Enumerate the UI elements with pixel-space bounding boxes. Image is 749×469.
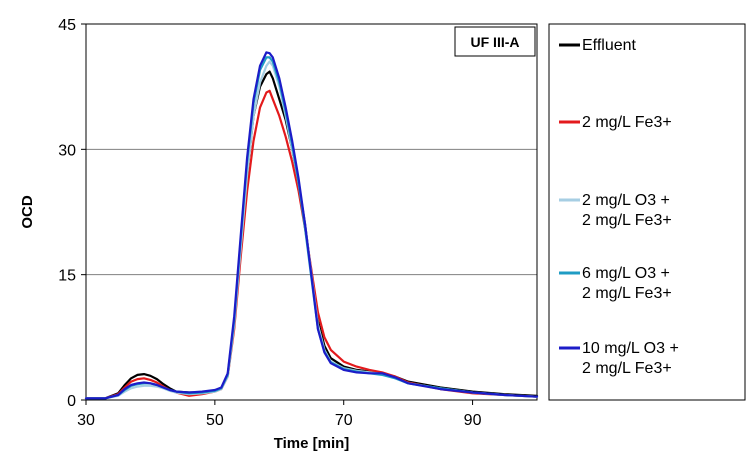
legend-label-5: 10 mg/L O3 +	[582, 340, 679, 357]
gridlines	[86, 148, 537, 276]
x-axis-title: Time [min]	[274, 435, 350, 452]
y-tick-label: 0	[67, 393, 76, 410]
series-line-1	[84, 70, 539, 400]
legend-label-2: 2 mg/L Fe3+	[582, 114, 672, 131]
legend-label-1: Effluent	[582, 37, 637, 54]
axis-ticks: 0 15 30 45 30 50 70 90	[58, 17, 481, 429]
panel-label: UF III-A	[471, 34, 520, 50]
legend-label-3: 2 mg/L Fe3+	[582, 212, 672, 229]
x-tick-label: 70	[335, 412, 353, 429]
legend-label-4: 6 mg/L O3 +	[582, 265, 670, 282]
series-line-4	[84, 56, 539, 400]
series-line-3	[84, 60, 539, 400]
legend-label-4: 2 mg/L Fe3+	[582, 285, 672, 302]
y-tick-label: 15	[58, 268, 76, 285]
series-line-2	[84, 89, 539, 400]
x-tick-label: 50	[206, 412, 224, 429]
legend-label-5: 2 mg/L Fe3+	[582, 360, 672, 377]
plot-area-frame	[85, 23, 538, 401]
series-lines	[84, 51, 539, 400]
y-tick-label: 30	[58, 142, 76, 159]
legend: Effluent 2 mg/L Fe3+ 2 mg/L O3 + 2 mg/L Fe3…	[548, 23, 746, 401]
x-tick-label: 90	[464, 412, 482, 429]
x-tick-label: 30	[77, 412, 95, 429]
legend-frame	[548, 23, 746, 401]
y-tick-label: 45	[58, 17, 76, 34]
panel-label-box: UF III-A	[454, 26, 536, 57]
series-line-5	[84, 51, 539, 400]
y-axis-title: OCD	[19, 195, 36, 229]
legend-label-3: 2 mg/L O3 +	[582, 192, 670, 209]
